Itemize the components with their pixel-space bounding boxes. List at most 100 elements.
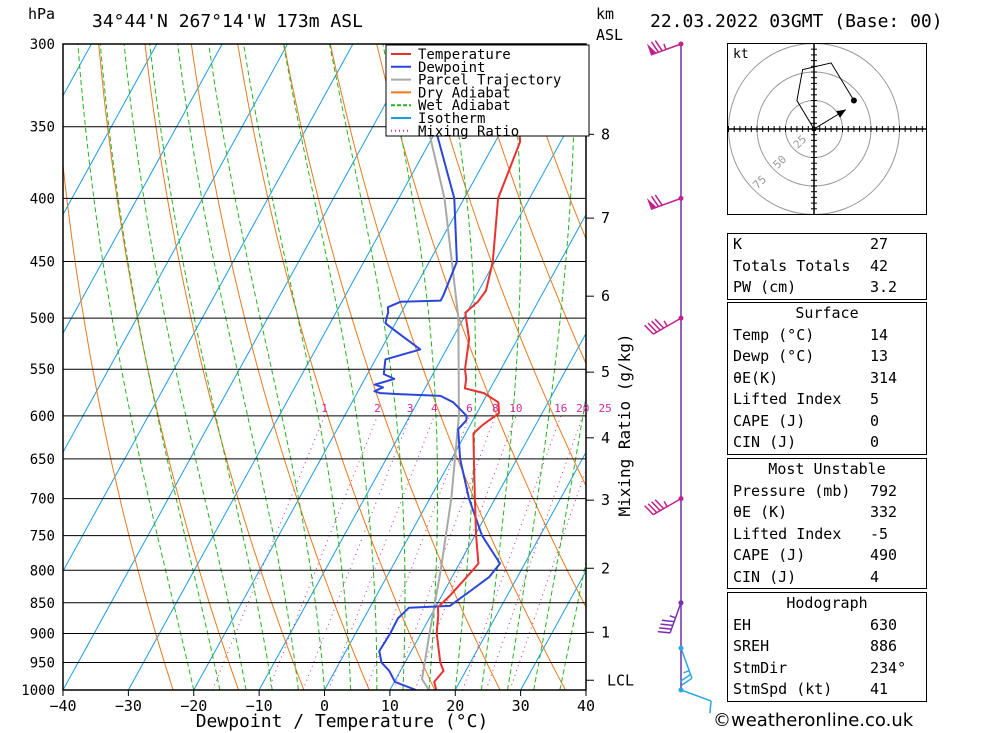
units-left: hPa — [28, 5, 55, 23]
pressure-tick-label: 950 — [30, 655, 55, 671]
dry-adiabat-line — [376, 44, 586, 609]
isotherm-line — [193, 44, 550, 690]
mixing-ratio-label: 2 — [374, 402, 381, 415]
pressure-tick-label: 650 — [30, 452, 55, 468]
x-tick-label: 0 — [320, 697, 329, 715]
pressure-tick-label: 400 — [30, 191, 55, 207]
isotherm-line — [324, 213, 586, 690]
surface-row: CIN (J) 0 — [733, 433, 880, 451]
most-unstable-row: Pressure (mb) 792 — [733, 481, 898, 500]
legend-label: Temperature — [418, 47, 511, 63]
wind-barb-flag — [647, 503, 658, 514]
wet-adiabat-line — [177, 44, 299, 690]
wet-adiabat-line — [480, 44, 522, 690]
x-tick-label: −30 — [115, 697, 142, 715]
surface-row: Dewp (°C) 13 — [733, 347, 889, 365]
mixing-ratio-label: 10 — [509, 402, 522, 415]
surface-row: θE(K) 314 — [733, 368, 898, 387]
wind-barb-flag — [657, 630, 671, 634]
x-tick-label: 30 — [512, 697, 530, 715]
wind-barb-flag — [647, 322, 658, 333]
km-tick-label: 8 — [601, 125, 610, 143]
mixing-ratio-line — [509, 468, 586, 690]
index-row-pw: PW (cm) 3.2 — [733, 278, 898, 296]
wind-barb-half-flag — [683, 670, 690, 674]
legend-label: Wet Adiabat — [418, 98, 511, 114]
parcel-trajectory-profile — [407, 44, 460, 690]
x-tick-label: −20 — [180, 697, 207, 715]
wind-barb-flag — [644, 505, 654, 516]
dewpoint-profile — [373, 44, 501, 690]
isotherm-line — [520, 570, 586, 690]
wind-barb-half-flag — [669, 615, 676, 619]
copyright-footer[interactable]: ©weatheronline.co.uk — [713, 710, 914, 731]
index-row-k: K 27 — [733, 235, 889, 253]
isotherm-line — [63, 44, 288, 454]
isotherm-line — [63, 44, 419, 690]
wet-adiabat-line — [382, 44, 438, 690]
indices-table: K 27 Totals Totals 42 PW (cm) 3.2 — [727, 233, 927, 300]
wind-barb-flag — [651, 501, 661, 512]
y-axis-right-label: Mixing Ratio (g/kg) — [615, 333, 634, 516]
mixing-ratio-line — [267, 415, 378, 690]
wind-barb-flag — [654, 194, 663, 206]
wind-barb-flag — [679, 673, 691, 683]
plot-frame — [62, 43, 587, 691]
wet-adiabat-line — [559, 559, 586, 690]
dry-adiabat-line — [63, 160, 174, 690]
isotherm-line — [258, 94, 586, 690]
most-unstable-row: Lifted Index -5 — [733, 524, 889, 543]
legend-label: Dewpoint — [418, 60, 485, 76]
surface-title: Surface — [795, 304, 859, 322]
legend-box — [385, 44, 590, 137]
wind-barb-pennant — [646, 198, 657, 210]
temperature-profile — [433, 44, 524, 690]
wet-adiabat-line — [99, 44, 221, 690]
isotherm-line — [0, 44, 26, 690]
wet-adiabat-line — [123, 44, 247, 690]
dry-adiabat-line — [190, 44, 370, 690]
km-tick-label: 5 — [601, 363, 610, 381]
x-tick-label: −40 — [49, 697, 76, 715]
wind-barb-flag — [654, 499, 665, 510]
hodograph-panel: 25 50 75 kt — [722, 3, 940, 221]
pressure-tick-label: 850 — [30, 596, 55, 612]
surface-row: Temp (°C) 14 — [733, 325, 889, 344]
wind-barb-flag — [660, 623, 673, 627]
hodograph-row: SREH 886 — [733, 637, 898, 655]
wind-barb-staff — [680, 647, 693, 679]
km-tick-label: 3 — [601, 491, 610, 509]
wind-barb-staff — [669, 602, 682, 634]
pressure-tick-label: 700 — [30, 492, 55, 508]
mixing-ratio-label: 25 — [599, 402, 612, 415]
pressure-tick-label: 550 — [30, 362, 55, 378]
isotherm-line — [389, 332, 586, 690]
mixing-ratio-label: 3 — [407, 402, 414, 415]
units-km: km — [596, 5, 614, 23]
wind-barb-flag — [659, 627, 672, 630]
dry-adiabat-line — [979, 44, 1000, 690]
wind-barb-flag — [651, 320, 661, 331]
wind-barb-flag — [661, 619, 675, 623]
isotherm-line — [127, 44, 485, 690]
index-row-tt: Totals Totals 42 — [733, 256, 889, 275]
x-tick-label: −10 — [246, 697, 273, 715]
wind-barb-flag — [709, 700, 712, 714]
wind-barb-half-flag — [663, 320, 668, 327]
hodograph-row: EH 630 — [733, 615, 898, 634]
pressure-tick-label: 300 — [30, 37, 55, 53]
wet-adiabat-line — [283, 44, 378, 690]
wind-barb-flag — [654, 318, 665, 329]
wet-adiabat-line — [77, 44, 195, 690]
mixing-ratio-line — [302, 415, 411, 690]
legend-label: Dry Adiabat — [418, 85, 511, 101]
hodograph-end-point — [850, 97, 857, 104]
dry-adiabat-line — [468, 44, 586, 365]
surface-row: Lifted Index 5 — [733, 390, 880, 408]
wet-adiabat-line — [243, 44, 352, 690]
km-tick-label: 4 — [601, 429, 610, 447]
wind-barb-staff — [680, 689, 712, 702]
hodograph-table-title: Hodograph — [786, 594, 868, 612]
